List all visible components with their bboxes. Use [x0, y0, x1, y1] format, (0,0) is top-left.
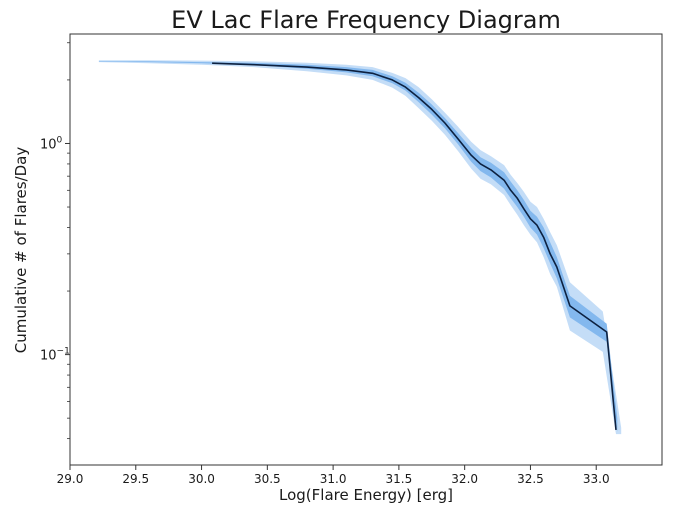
x-tick-label: 32.5 [517, 472, 544, 486]
x-tick-label: 33.0 [583, 472, 610, 486]
plot-area [98, 60, 622, 435]
x-tick-label: 30.0 [188, 472, 215, 486]
plot-frame [69, 33, 663, 466]
series-line-0 [212, 62, 617, 430]
y-tick-label: 10−1 [40, 347, 70, 364]
y-axis-label: Cumulative # of Flares/Day [12, 147, 30, 354]
x-tick-label: 32.0 [451, 472, 478, 486]
x-axis-label: Log(Flare Energy) [erg] [279, 486, 453, 504]
x-tick-label: 30.5 [254, 472, 281, 486]
x-axis-ticks: 29.0 29.5 30.0 30.5 31.0 31.5 32.0 32.5 33.0 [57, 465, 610, 486]
y-tick-label: 100 [40, 135, 63, 152]
x-tick-label: 31.0 [320, 472, 347, 486]
y-axis-ticks: 100 10−1 [40, 42, 70, 440]
uncertainty-band-outer [98, 60, 622, 435]
chart-title: EV Lac Flare Frequency Diagram [171, 6, 561, 34]
x-tick-label: 29.5 [122, 472, 149, 486]
x-tick-label: 31.5 [386, 472, 413, 486]
x-tick-label: 29.0 [57, 472, 84, 486]
